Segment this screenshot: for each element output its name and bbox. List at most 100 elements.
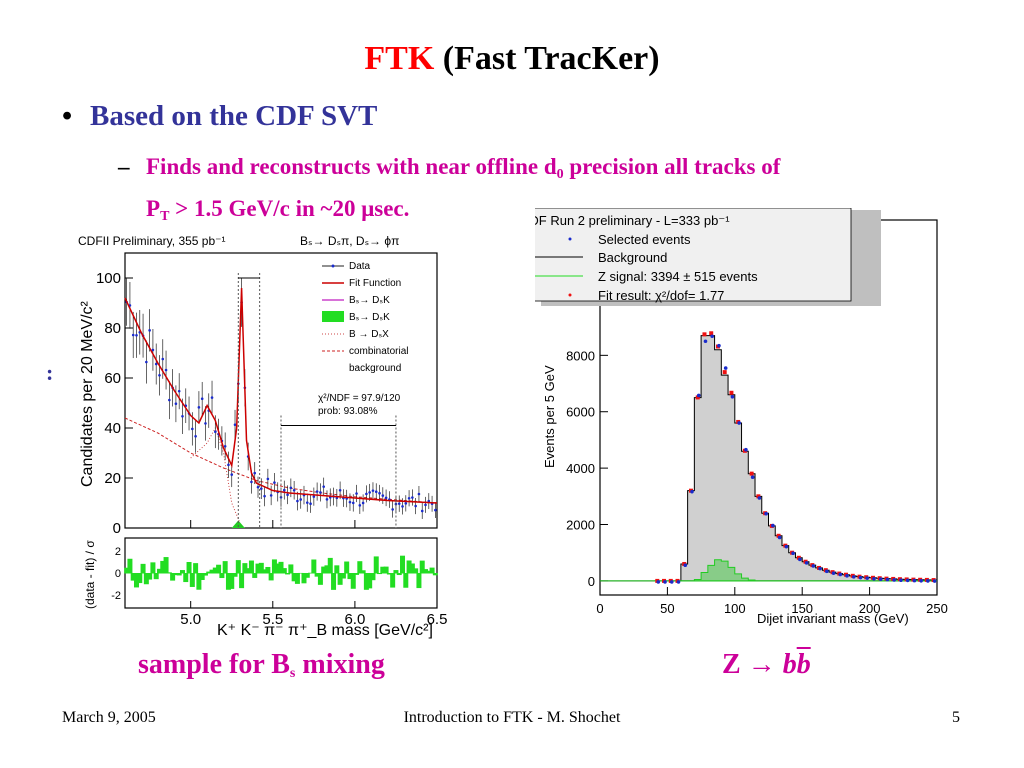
data-point: [338, 489, 342, 492]
legend-selected-marker: [568, 237, 572, 241]
left-legend-entry: Data: [349, 261, 371, 272]
residual-bar: [275, 563, 281, 574]
data-point: [319, 491, 322, 494]
data-point: [351, 501, 355, 505]
right-ytick-label: 8000: [566, 348, 595, 363]
legend-data-marker-dot: [331, 264, 335, 268]
residual-bar: [242, 563, 248, 574]
sub-bullet-line-2: PT > 1.5 GeV/c in ~20 μsec.: [118, 192, 948, 234]
selected-event-point: [798, 557, 802, 562]
residual-bar: [232, 573, 238, 577]
data-point: [397, 502, 401, 505]
left-xtick-label: 5.5: [262, 611, 283, 628]
caption-left-sub: s: [289, 666, 296, 681]
left-plot-title: CDFII Preliminary, 355 pb⁻¹: [78, 234, 226, 248]
fit-result-point: [729, 390, 734, 395]
left-legend-entry: Fit Function: [349, 278, 401, 289]
data-point: [296, 499, 299, 503]
residual-bar: [248, 560, 254, 574]
sub-line2-subscript: T: [160, 209, 170, 224]
data-point: [233, 423, 237, 426]
residual-bar: [137, 573, 143, 584]
right-ytick-label: 4000: [566, 461, 595, 476]
selected-event-point: [865, 576, 870, 580]
selected-event-point: [764, 511, 768, 516]
selected-event-point: [811, 564, 816, 568]
caption-left-b: mixing: [302, 649, 385, 680]
left-xlabel: K⁺ K⁻ π⁻ π⁺_B mass [GeV/c²]: [217, 622, 433, 639]
residual-bar: [206, 571, 212, 574]
selected-event-point: [912, 578, 917, 583]
data-point: [223, 444, 227, 448]
data-point: [417, 492, 421, 496]
data-point: [148, 329, 151, 332]
residual-bar: [383, 566, 389, 574]
data-point: [411, 496, 414, 499]
residual-bar: [209, 569, 215, 574]
selected-event-point: [744, 447, 748, 452]
residual-bar: [337, 573, 343, 585]
residual-bar: [225, 573, 231, 590]
selected-event-point: [717, 343, 721, 348]
right-legend-entry: Fit result: χ²/dof= 1.77: [598, 288, 724, 303]
residual-bar: [143, 573, 149, 585]
residual-bar: [314, 573, 320, 577]
residual-bar: [390, 573, 396, 588]
data-point: [161, 357, 165, 361]
residual-bar: [416, 573, 422, 589]
selected-event-point: [838, 572, 843, 577]
residual-bar: [363, 573, 369, 590]
fit-result-point: [756, 494, 761, 499]
selected-event-point: [851, 575, 856, 579]
selected-event-point: [690, 489, 694, 494]
data-point: [407, 496, 411, 500]
residual-bar: [133, 573, 139, 588]
data-point: [289, 486, 293, 490]
fit-function-curve: [124, 287, 438, 504]
data-point: [158, 374, 161, 377]
data-point: [273, 481, 276, 484]
caption-left-a: sample for B: [138, 649, 290, 680]
data-point: [401, 505, 404, 508]
right-ytick-label: 2000: [566, 518, 595, 533]
bullet-main: • Based on the CDF SVT: [62, 100, 377, 133]
right-ytick-label: 6000: [566, 405, 595, 420]
selected-event-point: [824, 569, 829, 574]
residual-bar: [406, 560, 412, 574]
residual-bar: [357, 561, 363, 574]
residual-bar: [340, 573, 346, 579]
residual-bar: [377, 573, 383, 575]
left-ytick-label: 0: [113, 520, 121, 537]
selected-event-point: [878, 577, 883, 582]
residual-bar: [331, 573, 337, 590]
residual-bar: [380, 566, 386, 574]
selected-event-point: [737, 421, 741, 425]
residual-bar: [262, 569, 268, 574]
caption-right-b1: b: [782, 649, 797, 680]
selected-event-point: [710, 334, 715, 339]
selected-event-point: [723, 366, 728, 370]
residual-bar: [400, 555, 406, 574]
data-point: [131, 333, 135, 337]
residual-bar: [304, 573, 310, 578]
stray-colon: :: [46, 360, 54, 385]
data-point: [253, 471, 257, 475]
selected-event-point: [905, 578, 910, 583]
right-legend-entry: Background: [598, 250, 667, 265]
data-point: [355, 492, 358, 495]
residual-bar: [170, 573, 176, 581]
residual-bar: [265, 566, 271, 574]
residual-bar: [130, 573, 136, 581]
left-resid-ylabel: (data - fit) / σ: [83, 540, 97, 609]
residual-bar: [156, 568, 162, 574]
residual-bar: [327, 557, 333, 574]
caption-right: Z → bb: [722, 649, 811, 681]
right-xtick-label: 250: [926, 601, 948, 616]
residual-bar: [311, 559, 317, 574]
combinatorial-background-curve: [124, 417, 438, 504]
data-point: [391, 508, 394, 511]
selected-event-point: [784, 544, 789, 549]
residual-bar: [153, 573, 159, 580]
residual-bar: [334, 565, 340, 574]
residual-bar: [124, 567, 130, 574]
